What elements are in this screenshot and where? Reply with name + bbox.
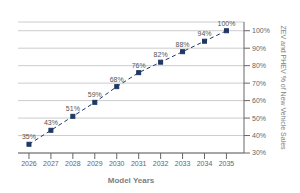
svg-text:90%: 90% xyxy=(252,45,266,52)
svg-text:50%: 50% xyxy=(252,115,266,122)
svg-text:2034: 2034 xyxy=(197,160,213,167)
svg-text:70%: 70% xyxy=(252,80,266,87)
svg-text:40%: 40% xyxy=(252,132,266,139)
svg-text:2028: 2028 xyxy=(65,160,81,167)
svg-text:2030: 2030 xyxy=(109,160,125,167)
svg-text:2029: 2029 xyxy=(87,160,103,167)
svg-text:51%: 51% xyxy=(66,105,80,112)
svg-text:43%: 43% xyxy=(44,119,58,126)
svg-text:2026: 2026 xyxy=(21,160,37,167)
svg-text:68%: 68% xyxy=(110,76,124,83)
svg-text:2035: 2035 xyxy=(219,160,235,167)
svg-text:76%: 76% xyxy=(132,62,146,69)
svg-text:80%: 80% xyxy=(252,62,266,69)
svg-text:ZEV and PHEV % of New Vehicle: ZEV and PHEV % of New Vehicle Sales xyxy=(280,25,287,150)
svg-text:2027: 2027 xyxy=(43,160,59,167)
svg-text:2033: 2033 xyxy=(175,160,191,167)
svg-text:82%: 82% xyxy=(154,51,168,58)
svg-text:100%: 100% xyxy=(252,27,270,34)
svg-text:2031: 2031 xyxy=(131,160,147,167)
svg-text:94%: 94% xyxy=(197,30,211,37)
svg-text:88%: 88% xyxy=(176,41,190,48)
svg-text:2032: 2032 xyxy=(153,160,169,167)
svg-text:100%: 100% xyxy=(217,20,235,27)
svg-text:60%: 60% xyxy=(252,97,266,104)
svg-text:59%: 59% xyxy=(88,91,102,98)
svg-text:35%: 35% xyxy=(22,133,36,140)
svg-text:30%: 30% xyxy=(252,149,266,156)
svg-text:Model Years: Model Years xyxy=(108,176,155,185)
